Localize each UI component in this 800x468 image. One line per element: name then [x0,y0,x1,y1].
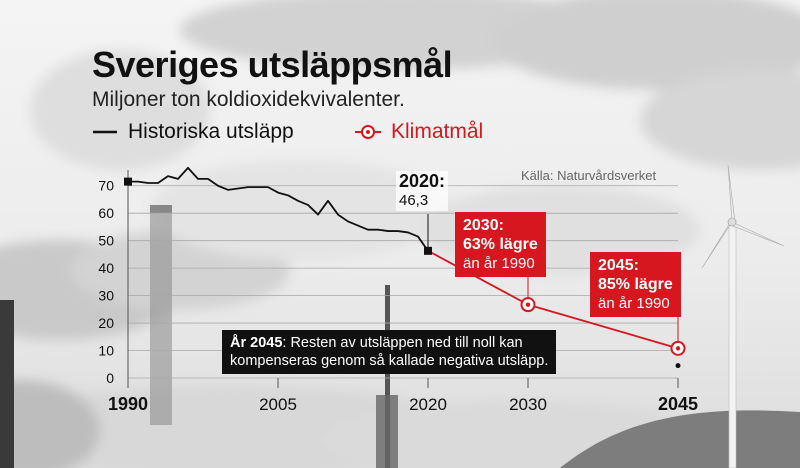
x-tick-label: 2005 [259,395,297,414]
y-tick-label: 60 [98,205,114,221]
chart-title: Sveriges utsläppsmål [92,44,453,85]
legend-historical-label: Historiska utsläpp [128,120,294,143]
legend-historical: Historiska utsläpp [92,119,294,145]
source-note: Källa: Naturvårdsverket [521,168,657,183]
hill [560,410,800,468]
annotation-negative-line2: kompenseras genom så kallade negativa ut… [230,353,549,369]
y-tick-label: 0 [106,370,114,386]
annotation-2020-year: 2020: [399,171,446,191]
annotation-2045-line1: 85% lägre [598,276,673,293]
y-tick-label: 10 [98,343,114,359]
y-tick-label: 50 [98,233,114,249]
chimney-center [150,205,172,425]
y-tick-label: 40 [98,260,114,276]
y-tick-label: 70 [98,178,114,194]
annotation-2045-heading: 2045: [598,257,639,274]
chimney-left [0,300,14,468]
y-tick-label: 30 [98,288,114,304]
legend-target-label: Klimatmål [391,120,484,143]
annotation-2020-value: 46,3 [399,192,429,209]
series-historical-line [128,166,429,252]
target-marker-dot [675,346,681,351]
annotation-2020: 2020: 46,3 [396,171,449,211]
annotation-2030-heading: 2030: [463,217,504,234]
x-tick-label: 2030 [509,395,547,414]
legend-target: Klimatmål [355,119,483,145]
legend-target-swatch [355,125,381,139]
annotation-2045-line2: än år 1990 [598,295,670,312]
wind-turbine [701,164,785,468]
y-tick-label: 20 [98,315,114,331]
target-marker-dot [525,302,531,307]
annotation-negative-emissions: År 2045: Resten av utsläppen ned till no… [222,330,557,374]
chart-subtitle: Miljoner ton koldioxidekvivalenter. [92,88,405,111]
annotation-2030: 2030: 63% lägre än år 1990 [455,212,546,277]
annotation-negative-line1: : Resten av utsläppen ned till noll kan [282,335,523,351]
point-2045-net [675,363,681,369]
start-marker [124,177,132,186]
annotation-2030-line2: än år 1990 [463,255,535,272]
x-tick-label: 1990 [108,394,148,414]
x-tick-label: 2020 [409,395,447,414]
annotation-negative-bold: År 2045 [230,335,283,351]
annotation-2045: 2045: 85% lägre än år 1990 [590,252,681,317]
annotation-2030-line1: 63% lägre [463,236,538,253]
tower-center [376,285,398,468]
x-tick-label: 2045 [658,394,698,414]
legend-line-swatch [93,130,117,134]
